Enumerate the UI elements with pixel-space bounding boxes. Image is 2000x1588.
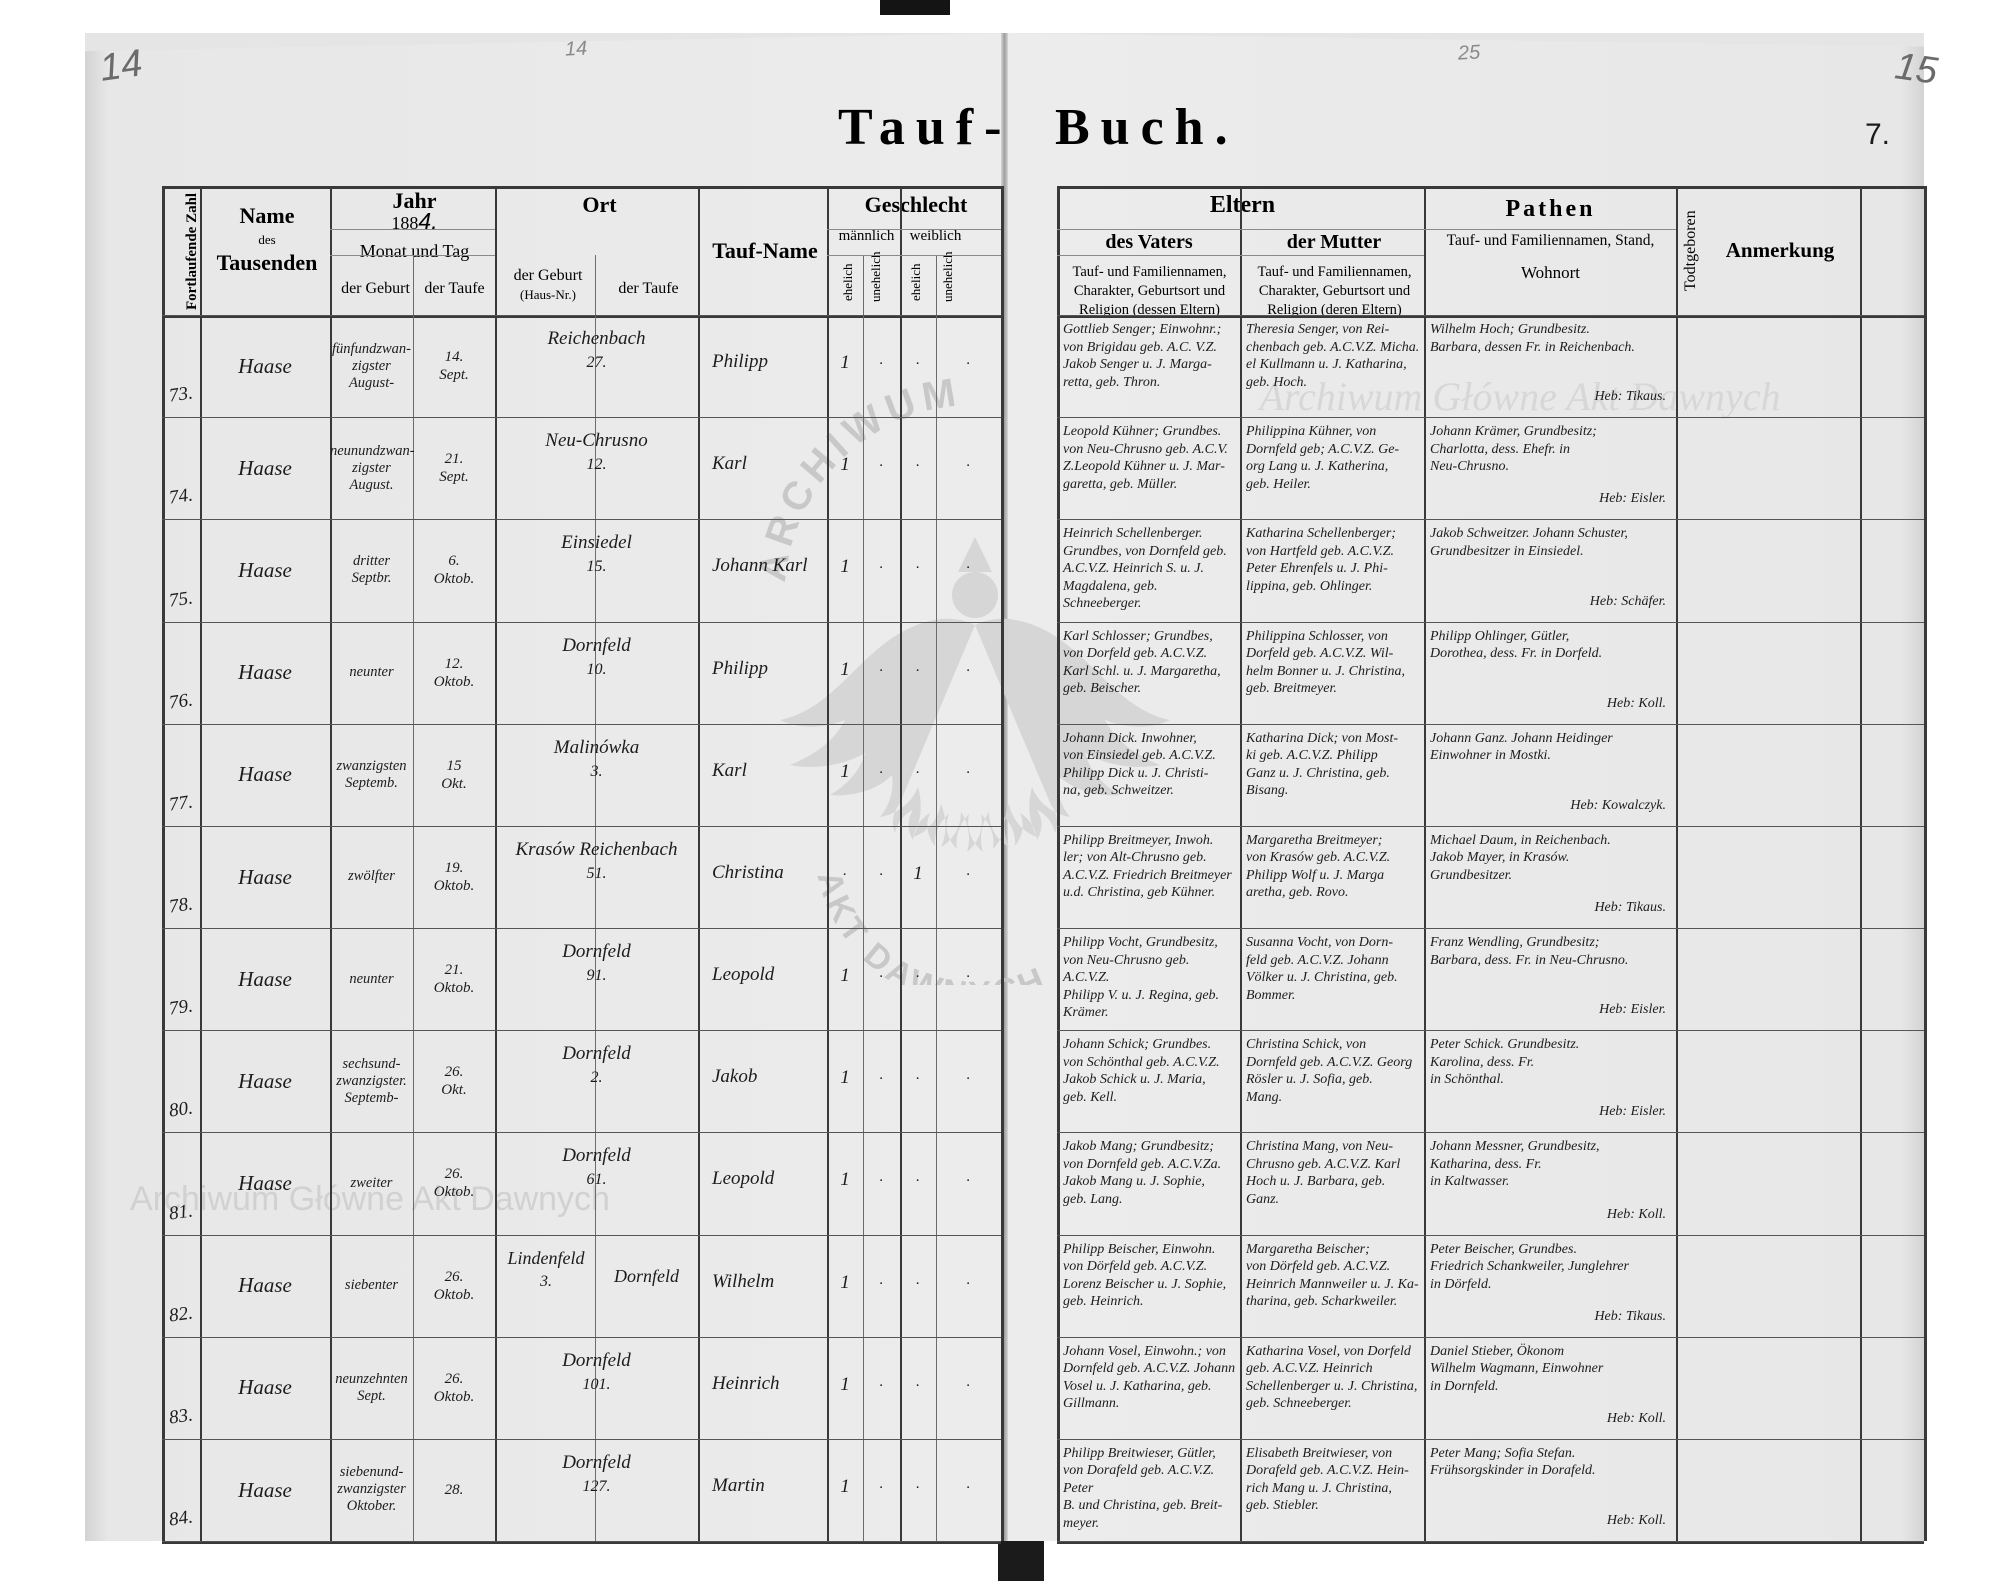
svg-text:ARCHIWUM: ARCHIWUM: [750, 370, 965, 585]
